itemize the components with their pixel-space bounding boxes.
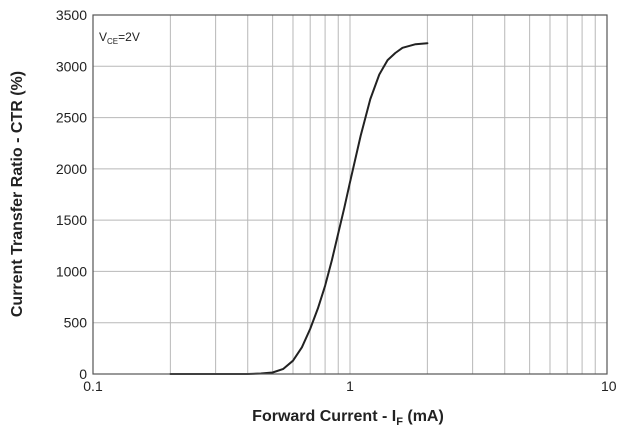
x-tick-label: 10 <box>601 378 617 394</box>
curve-layer <box>169 42 429 375</box>
y-tick-label: 500 <box>64 315 88 331</box>
x-tick-label: 1 <box>346 378 354 394</box>
y-tick-label: 3000 <box>56 58 87 74</box>
y-tick-label: 0 <box>79 366 87 382</box>
y-tick-label: 2000 <box>56 161 87 177</box>
ctr-curve <box>169 42 429 375</box>
y-tick-label: 1500 <box>56 212 87 228</box>
y-tick-label: 2500 <box>56 110 87 126</box>
y-axis-label: Current Transfer Ratio - CTR (%) <box>9 71 26 317</box>
x-tick-label: 0.1 <box>83 378 103 394</box>
vce-annotation: VCE=2V <box>99 30 140 46</box>
y-tick-label: 1000 <box>56 263 87 279</box>
tick-labels: 0 500 1000 1500 2000 2500 3000 3500 0.1 1 10 <box>56 7 617 394</box>
grid-layer <box>93 15 607 374</box>
x-axis-label: Forward Current - IF (mA) <box>252 408 444 428</box>
plot-frame <box>92 14 608 375</box>
y-tick-label: 3500 <box>56 7 87 23</box>
